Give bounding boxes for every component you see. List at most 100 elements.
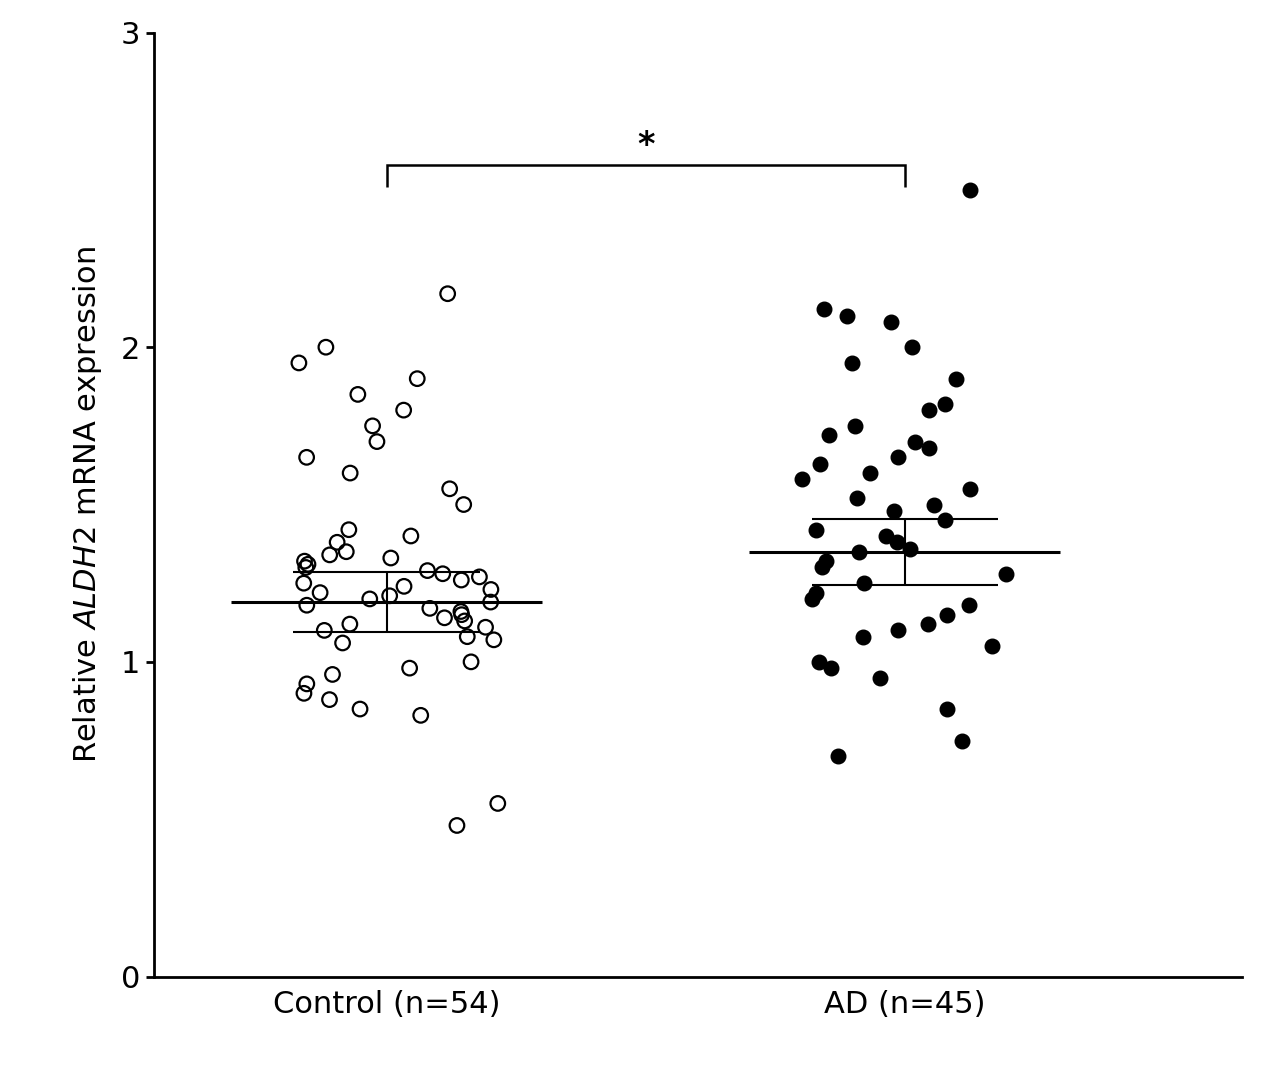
Point <box>475 618 495 636</box>
Point <box>812 559 832 576</box>
Point <box>859 464 879 482</box>
Point <box>433 565 453 583</box>
Point <box>934 512 955 529</box>
Point <box>293 575 314 592</box>
Point <box>380 549 401 566</box>
Point <box>813 301 833 318</box>
Point <box>294 552 315 570</box>
Point <box>918 615 938 633</box>
Point <box>852 628 873 646</box>
Point <box>298 556 319 573</box>
Point <box>924 496 945 513</box>
Point <box>959 597 979 614</box>
Point <box>439 480 460 497</box>
Point <box>326 534 347 551</box>
Point <box>887 534 908 551</box>
Point <box>320 546 340 563</box>
Point <box>337 544 357 561</box>
Point <box>849 544 869 561</box>
Point <box>348 386 369 404</box>
Point <box>451 603 471 621</box>
Point <box>438 285 458 303</box>
Point <box>480 593 500 611</box>
Point <box>919 439 940 457</box>
Point <box>881 314 901 331</box>
Y-axis label: Relative $\it{ALDH2}$ mRNA expression: Relative $\it{ALDH2}$ mRNA expression <box>72 246 104 763</box>
Point <box>310 584 330 601</box>
Point <box>888 622 909 639</box>
Point <box>362 418 383 435</box>
Point <box>323 666 343 684</box>
Point <box>847 489 868 507</box>
Point <box>792 471 813 488</box>
Point <box>869 668 890 687</box>
Point <box>454 612 475 629</box>
Point <box>876 527 896 545</box>
Point <box>959 181 979 199</box>
Point <box>820 660 841 677</box>
Point <box>470 569 490 586</box>
Point <box>333 635 353 652</box>
Point <box>806 584 827 601</box>
Point <box>452 605 472 623</box>
Point <box>417 562 438 579</box>
Point <box>349 701 370 718</box>
Point <box>366 433 387 450</box>
Point <box>484 631 504 649</box>
Point <box>919 401 940 419</box>
Point <box>289 354 310 371</box>
Point <box>905 433 925 450</box>
Point <box>447 817 467 834</box>
Point <box>297 675 317 692</box>
Point <box>399 660 420 677</box>
Point <box>900 540 920 558</box>
Point <box>481 580 502 598</box>
Point <box>316 339 337 356</box>
Point <box>297 449 317 467</box>
Point <box>837 307 858 324</box>
Point <box>827 748 847 765</box>
Point <box>819 426 840 444</box>
Point <box>817 552 837 570</box>
Point <box>934 395 955 412</box>
Point <box>401 527 421 545</box>
Point <box>394 577 415 595</box>
Point <box>937 605 957 623</box>
Point <box>996 565 1016 583</box>
Point <box>884 502 905 520</box>
Point <box>360 590 380 608</box>
Point <box>845 418 865 435</box>
Point <box>340 464 361 482</box>
Point <box>411 706 431 724</box>
Point <box>902 339 923 356</box>
Point <box>951 732 972 750</box>
Point <box>801 590 822 608</box>
Point <box>393 401 413 419</box>
Point <box>420 600 440 617</box>
Point <box>379 587 399 604</box>
Point <box>339 615 360 633</box>
Point <box>339 521 360 538</box>
Point <box>808 653 828 671</box>
Point <box>461 653 481 671</box>
Point <box>314 622 334 639</box>
Point <box>296 559 316 576</box>
Point <box>982 638 1002 655</box>
Point <box>453 496 474 513</box>
Point <box>960 480 980 497</box>
Point <box>434 609 454 626</box>
Point <box>407 370 428 387</box>
Point <box>842 354 863 371</box>
Point <box>888 449 909 467</box>
Point <box>297 597 317 614</box>
Text: *: * <box>637 128 654 162</box>
Point <box>488 794 508 812</box>
Point <box>451 572 471 589</box>
Point <box>854 575 874 592</box>
Point <box>457 628 477 646</box>
Point <box>806 521 827 538</box>
Point <box>946 370 966 387</box>
Point <box>809 455 829 472</box>
Point <box>293 685 314 702</box>
Point <box>937 701 957 718</box>
